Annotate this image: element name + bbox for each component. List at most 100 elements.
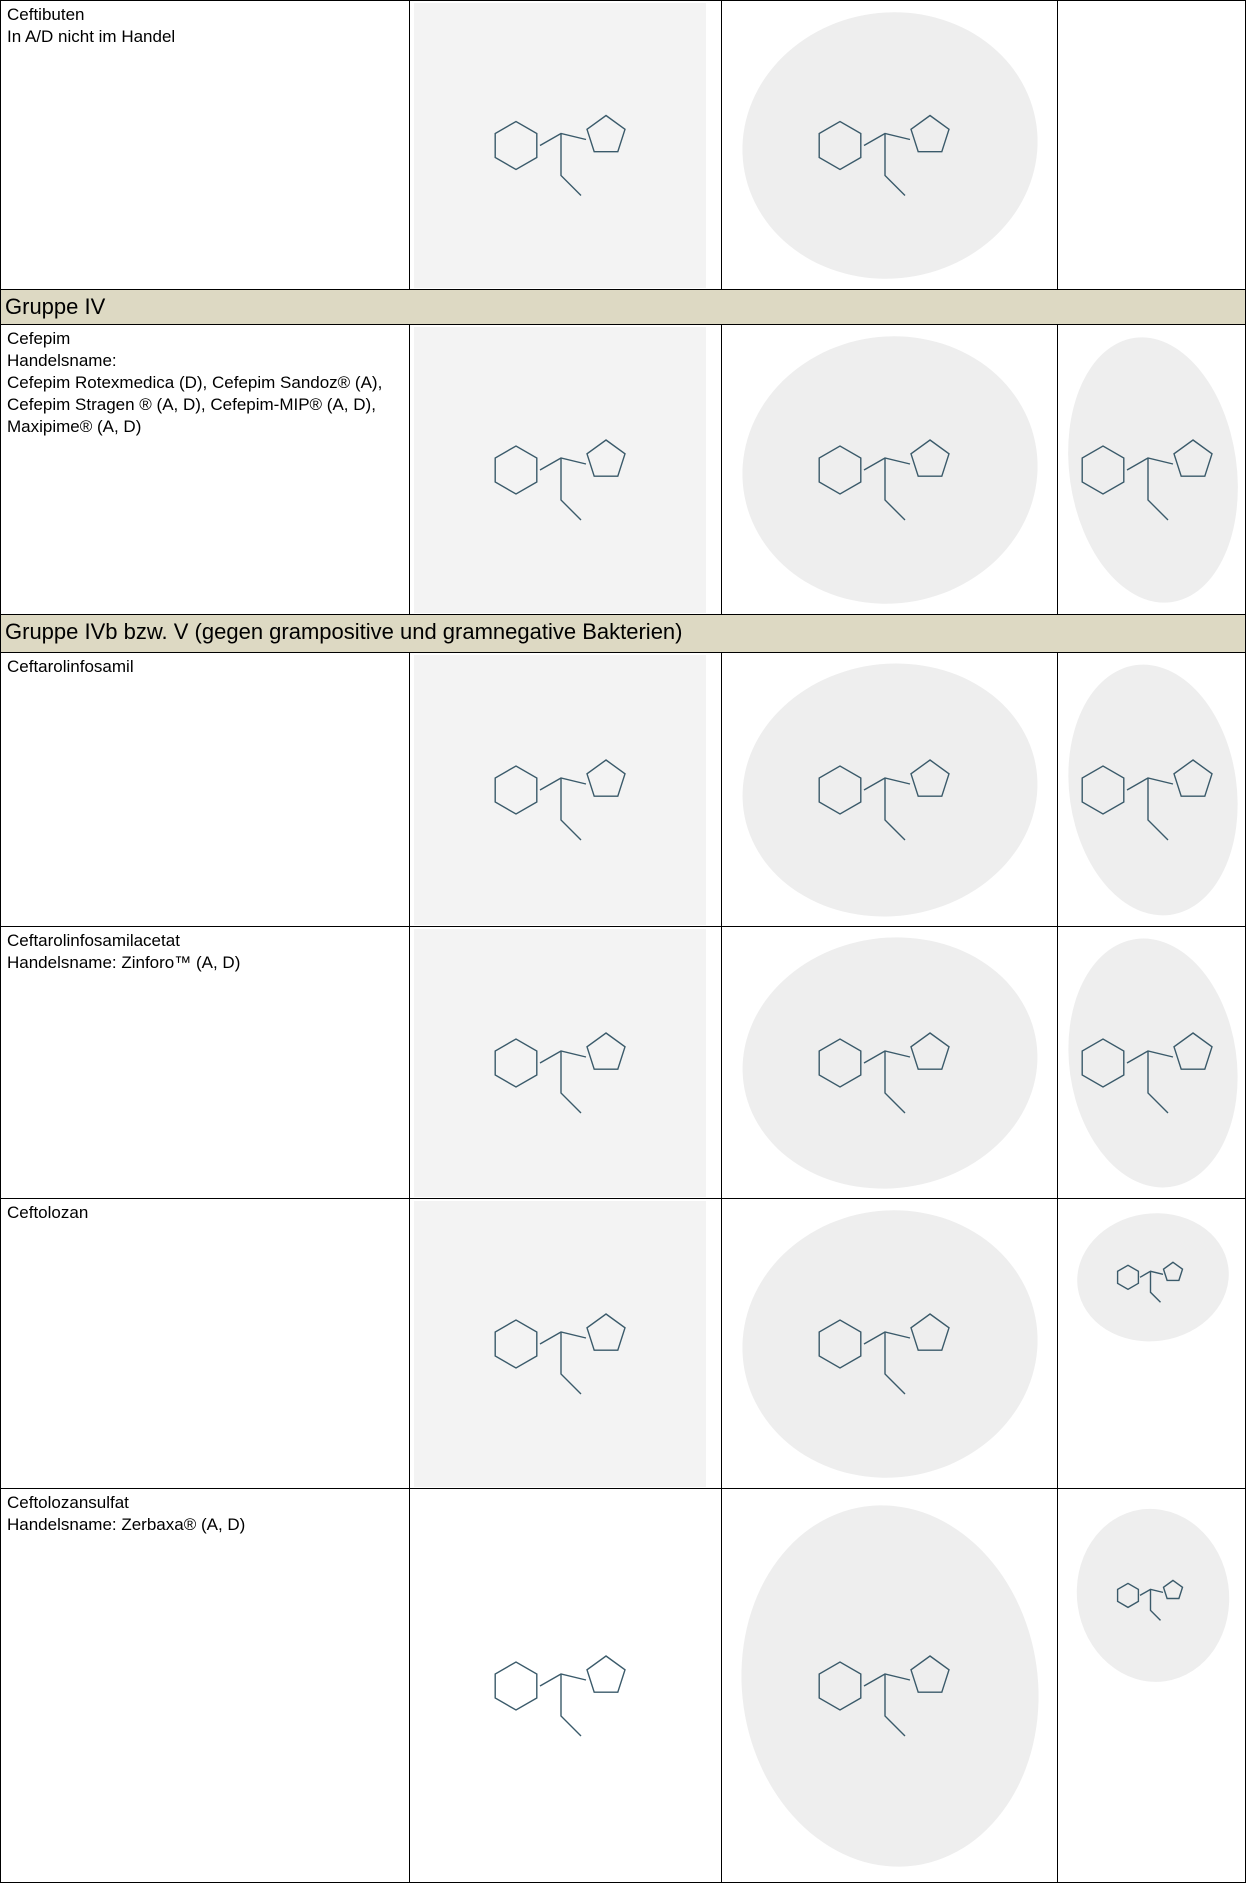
image-background [1076,1508,1230,1682]
structure-lines [818,1032,950,1114]
structure-image [414,327,706,613]
name-text: Cefepim Handelsname: Cefepim Rotexmedica (… [1,325,409,441]
drug-detail: Handelsname: [7,351,117,370]
image-background [1068,337,1238,603]
structure-image [1077,1213,1229,1342]
drug-detail: Cefepim Rotexmedica (D), Cefepim Sandoz®… [7,373,383,436]
drug-name: Ceftolozansulfat [7,1493,129,1512]
name-text: Ceftolozansulfat Handelsname: Zerbaxa® (A… [1,1489,409,1539]
image-cell [721,1,1057,290]
group-row: Gruppe IVb bzw. V (gegen grampositive un… [0,614,1246,653]
image-background [414,327,706,613]
structure-image [742,663,1038,917]
structure-image [414,929,706,1197]
image-cell [409,1,721,290]
image-cell [721,1489,1057,1882]
structure-image [1068,664,1238,916]
image-background [1068,664,1238,916]
structure-lines [818,1313,950,1395]
structure-lines [494,439,626,521]
name-cell: Ceftolozan [1,1199,409,1489]
image-background [742,937,1038,1189]
name-text: Ceftarolinfosamil [1,653,409,681]
image-background [742,1210,1038,1478]
structure-lines [1116,1579,1184,1621]
image-cell [1057,927,1247,1199]
name-text: Ceftibuten In A/D nicht im Handel [1,1,409,51]
image-background [414,655,706,925]
image-background [741,1505,1039,1867]
structure-image [742,937,1038,1189]
drug-detail: Handelsname: Zerbaxa® (A, D) [7,1515,246,1534]
structure-image [742,1210,1038,1478]
table-row: Cefepim Handelsname: Cefepim Rotexmedica (… [0,324,1246,615]
image-background [414,1201,706,1487]
structure-image [494,1655,626,1737]
structure-lines [1116,1261,1184,1303]
image-cell [1057,325,1247,615]
image-cell [1057,1199,1247,1489]
structure-image [742,12,1038,279]
image-cell [1057,653,1247,927]
image-cell [1057,1,1247,290]
image-background [414,3,706,288]
table-row: Ceftibuten In A/D nicht im Handel [0,0,1246,290]
structure-image [1076,1508,1230,1682]
structure-image [414,1201,706,1487]
image-cell [409,1489,721,1882]
structure-lines [494,1313,626,1395]
image-cell [409,325,721,615]
structure-image [742,336,1038,604]
group-heading: Gruppe IVb bzw. V (gegen grampositive un… [1,615,1245,653]
structure-lines [818,114,950,196]
table-row: Ceftolozansulfat Handelsname: Zerbaxa® (A… [0,1488,1246,1883]
drug-detail: In A/D nicht im Handel [7,27,176,46]
image-cell [721,653,1057,927]
drug-name: Ceftarolinfosamil [7,657,134,676]
image-cell [721,1199,1057,1489]
name-text: Ceftolozan [1,1199,409,1227]
image-background [742,663,1038,917]
name-cell: Cefepim Handelsname: Cefepim Rotexmedica (… [1,325,409,615]
image-cell [409,1199,721,1489]
structure-image [1068,337,1238,603]
drug-detail: Handelsname: Zinforo™ (A, D) [7,953,241,972]
structure-image [1068,938,1238,1188]
image-cell [409,653,721,927]
table-row: Ceftolozan [0,1198,1246,1489]
image-background [1077,1213,1229,1342]
structure-lines [1081,759,1213,841]
structure-lines [494,114,626,196]
name-cell: Ceftibuten In A/D nicht im Handel [1,1,409,290]
structure-lines [494,1032,626,1114]
structure-lines [818,439,950,521]
group-row: Gruppe IV [0,289,1246,325]
image-cell [1057,1489,1247,1882]
image-background [742,12,1038,279]
name-text: Ceftarolinfosamilacetat Handelsname: Zinf… [1,927,409,977]
structure-lines [818,759,950,841]
structure-lines [818,1655,950,1737]
name-cell: Ceftolozansulfat Handelsname: Zerbaxa® (A… [1,1489,409,1882]
name-cell: Ceftarolinfosamilacetat Handelsname: Zinf… [1,927,409,1199]
drug-name: Cefepim [7,329,71,348]
structure-image [741,1505,1039,1867]
image-cell [721,325,1057,615]
group-heading: Gruppe IV [1,290,1245,325]
drug-name: Ceftarolinfosamilacetat [7,931,180,950]
structure-lines [494,1655,626,1737]
table-row: Ceftarolinfosamilacetat Handelsname: Zinf… [0,926,1246,1199]
structure-image [414,3,706,288]
table-row: Ceftarolinfosamil [0,652,1246,927]
drug-name: Ceftolozan [7,1203,89,1222]
structure-lines [1081,1032,1213,1114]
image-background [414,929,706,1197]
structure-lines [1081,439,1213,521]
structure-image [414,655,706,925]
image-background [1068,938,1238,1188]
name-cell: Ceftarolinfosamil [1,653,409,927]
structure-lines [494,759,626,841]
image-cell [409,927,721,1199]
image-cell [721,927,1057,1199]
